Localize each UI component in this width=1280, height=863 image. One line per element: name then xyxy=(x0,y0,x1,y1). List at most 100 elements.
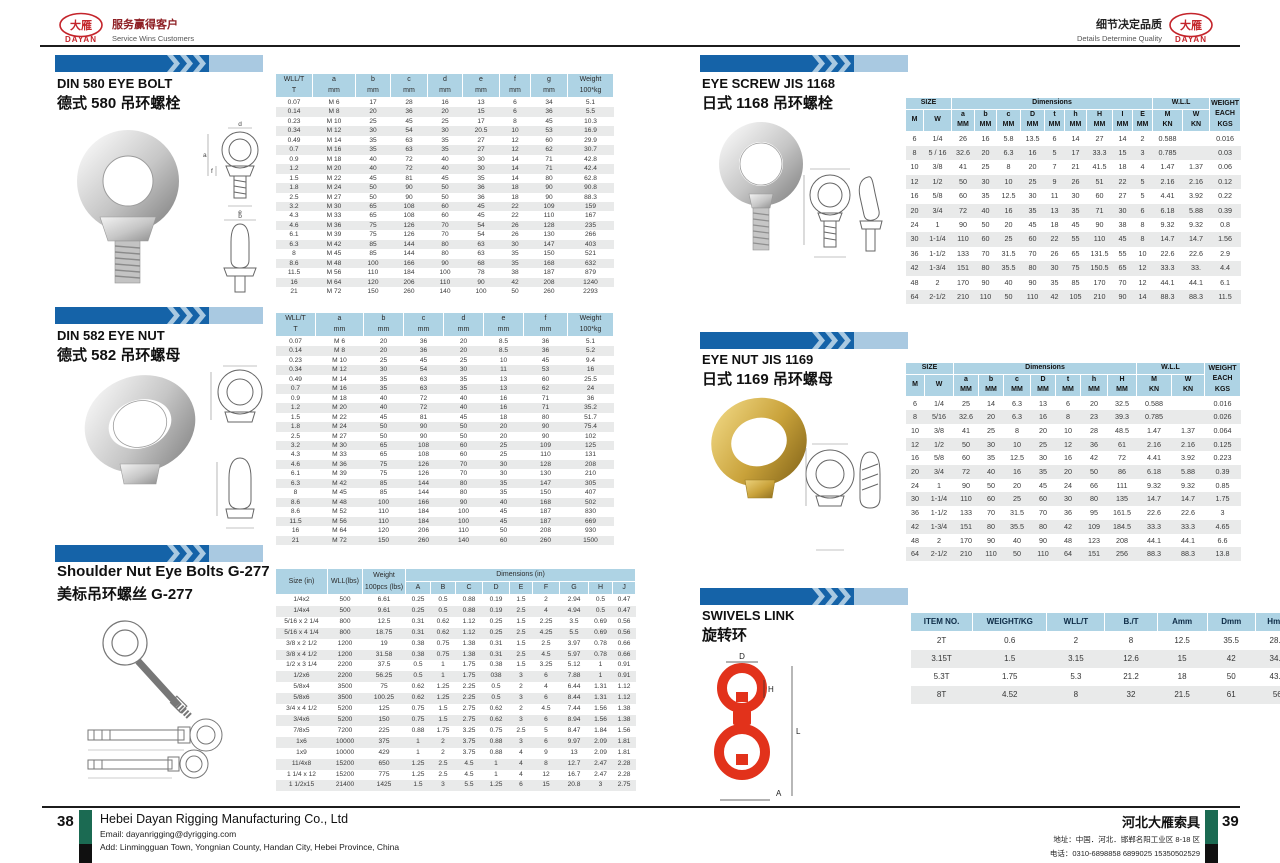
table-cell: 20 xyxy=(369,108,377,116)
column-header: B./T xyxy=(1104,612,1158,632)
table-cell: 80 xyxy=(1039,521,1047,531)
table-cell: 75 xyxy=(1071,263,1080,273)
table-cell: 8.5 xyxy=(498,347,509,355)
table-cell: 521 xyxy=(584,250,596,258)
table-cell: 45 xyxy=(541,356,550,364)
table-cell: 8 xyxy=(293,489,298,497)
table-cell: 71 xyxy=(1095,205,1104,215)
table-cell: 2.5 xyxy=(516,726,526,734)
table-cell: 8.5 xyxy=(498,338,509,345)
table-cell: M 64 xyxy=(332,527,347,535)
table-cell: 75 xyxy=(379,460,388,468)
table-cell: 109 xyxy=(1088,521,1100,531)
section-title-en: EYE NUT JIS 1169 xyxy=(702,352,814,367)
table-cell: 35 xyxy=(1028,205,1037,215)
table-cell: 7.88 xyxy=(567,672,581,680)
table-cell: 9.61 xyxy=(377,606,391,614)
table-cell: 45 xyxy=(477,212,485,220)
table-cell: 8 xyxy=(513,117,517,125)
table-cell: 20 xyxy=(379,347,388,355)
table-cell: 1.5 xyxy=(516,596,526,603)
table-row: 0.9 M 18 40 72 40 16 71 36 xyxy=(275,393,614,404)
table-cell: M 22 xyxy=(326,174,342,182)
table-cell: 61 xyxy=(1118,439,1126,449)
table-cell: 16 xyxy=(441,99,449,106)
table-cell: 30 xyxy=(911,494,919,504)
table-cell: 8 xyxy=(1140,234,1145,244)
table-row: 0.7 M 16 35 63 35 27 12 62 30.7 xyxy=(275,145,614,155)
table-cell: 40 xyxy=(369,155,377,163)
section-title-cn: 德式 582 吊环螺母 xyxy=(57,347,181,364)
table-cell: 20 xyxy=(1064,467,1072,477)
table-cell: 6.3 xyxy=(1012,398,1022,408)
table-cell: 24 xyxy=(911,480,919,490)
table-cell: 72 xyxy=(959,205,967,215)
table-cell: 131 xyxy=(584,451,596,459)
table-cell: 110 xyxy=(979,291,992,301)
table-cell: 12.5 xyxy=(1001,191,1016,201)
column-header: Size (in) xyxy=(275,568,328,595)
table-cell: 35 xyxy=(379,375,388,383)
table-cell: 0.39 xyxy=(1215,467,1230,477)
table-cell: 30 xyxy=(987,439,995,449)
table-cell: 184 xyxy=(417,508,429,516)
table-cell: 18 xyxy=(1050,219,1059,229)
footer-right: 河北大雁索具 地址：中国．河北．邯郸名阳工业区 8-18 区 电话：0310-6… xyxy=(780,812,1200,859)
table-cell: 5200 xyxy=(337,705,353,713)
table-cell: 150.5 xyxy=(1090,263,1109,273)
table-cell: 3 xyxy=(519,672,523,680)
dayan-logo-icon: 大雁 xyxy=(1169,12,1213,38)
table-cell: 90 xyxy=(541,423,550,431)
table-cell: 0.12 xyxy=(1218,176,1233,186)
table-cell: 1.5 xyxy=(290,413,301,421)
table-cell: 5/8x6 xyxy=(293,694,310,702)
section-banner xyxy=(55,55,263,72)
table-cell: 1.12 xyxy=(462,617,476,625)
column-header: Hmm xyxy=(1254,612,1280,632)
column-header: d mm xyxy=(443,312,484,337)
column-header: A xyxy=(405,581,431,595)
table-cell: 0.75 xyxy=(411,715,425,723)
column-header: M xyxy=(905,373,925,397)
table-cell: 1.12 xyxy=(462,628,476,636)
table-cell: 60 xyxy=(987,494,995,504)
table-cell: 10 xyxy=(511,127,519,135)
table-cell: 16 xyxy=(911,453,919,463)
column-header: Dimensions (in) xyxy=(404,568,637,582)
footer-bar-black xyxy=(1205,844,1218,863)
table-cell: 60 xyxy=(1095,191,1104,201)
table-cell: 108 xyxy=(403,212,415,220)
table-cell: 63 xyxy=(477,250,485,258)
table-cell: 31.58 xyxy=(375,650,393,658)
table-cell: 4.52 xyxy=(1001,690,1018,699)
table-cell: 4 xyxy=(1140,162,1145,172)
table-cell: 45 xyxy=(1028,219,1037,229)
table-cell: 30 xyxy=(1071,191,1080,201)
table-cell: 8.44 xyxy=(567,694,581,702)
table-cell: 3.25 xyxy=(462,726,476,734)
table-cell: 184.5 xyxy=(1113,521,1131,531)
table-row: 1/2x6 2200 56.25 0.5 1 1.75 038 3 6 7.88 1 0.91 xyxy=(275,671,636,683)
table-cell: 18 xyxy=(511,184,519,192)
table-cell: 31.5 xyxy=(1001,248,1016,258)
table-cell: 135 xyxy=(1116,494,1128,504)
column-header: f mm xyxy=(523,312,568,337)
table-cell: 7 xyxy=(1052,162,1057,172)
table-cell: 12 xyxy=(1064,439,1072,449)
table-row: 1/2 x 3 1/4 2200 37.5 0.5 1 1.75 0.38 1.5 3.25 5.… xyxy=(275,660,636,672)
table-cell: 8 xyxy=(1006,162,1011,172)
table-cell: 40 xyxy=(1013,535,1021,545)
table-cell: 6 xyxy=(513,108,517,116)
table-cell: 100 xyxy=(367,259,379,267)
table-cell: 26 xyxy=(1050,248,1059,258)
table-cell: 1-1/4 xyxy=(930,494,948,504)
table-cell: 36 xyxy=(911,508,919,518)
table-cell: 130 xyxy=(539,470,551,478)
table-cell: 1.5 xyxy=(438,715,448,723)
table-cell: 45 xyxy=(477,202,485,210)
slogan-cn: 细节决定品质 xyxy=(1096,19,1162,31)
